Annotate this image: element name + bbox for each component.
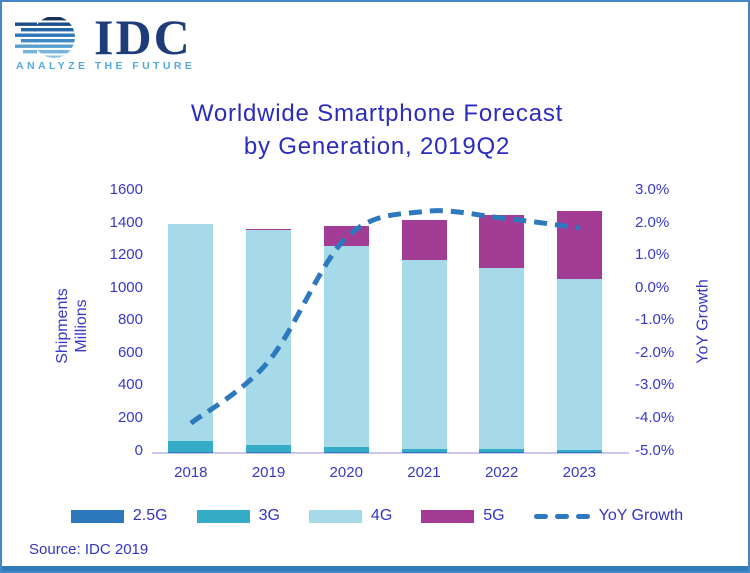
legend-dash (533, 513, 548, 519)
legend-label: YoY Growth (598, 507, 684, 524)
legend-item-yoy-growth: YoY Growth (533, 507, 684, 525)
left-axis-tick-label: 400 (117, 376, 143, 394)
left-axis-tick-label: 1600 (109, 181, 143, 198)
legend-dashed-line-icon (533, 513, 590, 519)
right-axis-tick-label: -1.0% (635, 311, 675, 329)
left-axis-tick-label: 600 (117, 343, 143, 361)
x-axis-category-label: 2022 (484, 464, 519, 481)
legend-dash (554, 513, 569, 519)
bar-segment-2.5g (168, 451, 214, 453)
bar-segment-4g (401, 260, 447, 449)
chart-legend: 2.5G 3G 4G 5G YoY Growth (2, 502, 748, 530)
left-axis-tick-label: 1400 (109, 213, 143, 231)
legend-swatch-icon (70, 509, 124, 523)
bar-segment-5g (479, 215, 525, 269)
x-axis-category-label: 2020 (329, 464, 363, 481)
bar-segment-5g (556, 210, 602, 279)
x-axis-category-label: 2021 (407, 464, 441, 481)
bar-segment-4g (479, 268, 525, 450)
bar-segment-3g (556, 450, 602, 453)
right-axis-tick-label: 2.0% (635, 213, 670, 231)
right-axis-tick-label: -2.0% (635, 343, 675, 361)
left-axis-tick-label: 1200 (109, 246, 143, 264)
chart-title-line2: by Generation, 2019Q2 (243, 133, 511, 160)
bar-segment-4g (168, 223, 214, 441)
stacked-bar (323, 225, 369, 453)
left-axis-tick-label: 800 (117, 311, 143, 329)
x-axis-category-label: 2019 (251, 464, 286, 481)
bottom-accent-strip (2, 566, 748, 571)
logo-tagline: ANALYZE THE FUTURE (16, 60, 196, 72)
right-axis-tick-label: 1.0% (635, 246, 670, 264)
stacked-bar (479, 215, 525, 453)
bar-segment-3g (168, 440, 214, 452)
legend-label: 2.5G (132, 507, 168, 524)
chart-title-line1: Worldwide Smartphone Forecast (190, 100, 564, 127)
idc-globe-icon (15, 17, 75, 58)
bar-segment-4g (323, 245, 369, 447)
source-note: Source: IDC 2019 (29, 541, 149, 558)
bar-segment-4g (556, 278, 602, 450)
yoy-growth-line (189, 208, 580, 426)
bar-segment-3g (479, 449, 525, 453)
bar-segment-3g (401, 448, 447, 453)
yoy-growth-path (189, 208, 580, 426)
x-axis-baseline (152, 451, 629, 454)
right-axis-tick-label: -3.0% (635, 376, 675, 394)
legend-item-4g: 4G (308, 507, 393, 525)
left-axis-tick-label: 1000 (109, 278, 143, 296)
right-axis-tick-label: 0.0% (635, 278, 670, 296)
stacked-bar (168, 223, 214, 453)
legend-label: 5G (483, 507, 505, 524)
x-axis-category-label: 2023 (562, 464, 597, 481)
right-axis-tick-label: -5.0% (635, 441, 675, 459)
legend-dash (575, 513, 590, 519)
legend-item-3g: 3G (196, 507, 280, 525)
legend-swatch-icon (421, 509, 475, 523)
plot-area: 1600 3.0% 1400 2.0% 1200 1.0% 1000 0.0% 800 -1.0%… (2, 2, 748, 502)
right-axis-tick-label: -4.0% (635, 408, 675, 426)
bar-segment-3g (323, 446, 369, 453)
legend-item-2-5g: 2.5G (70, 507, 168, 525)
x-axis-category-label: 2018 (174, 464, 208, 481)
right-axis-tick-label: 3.0% (635, 181, 670, 198)
left-axis-tick-label: 0 (134, 441, 143, 459)
stacked-bar (401, 220, 447, 453)
legend-swatch-icon (196, 509, 250, 523)
left-axis-tick-label: 200 (117, 408, 143, 426)
legend-label: 3G (258, 507, 280, 524)
idc-logo: IDC ANALYZE THE FUTURE (14, 10, 244, 74)
stacked-bar (556, 210, 602, 453)
bar-segment-5g (401, 220, 447, 261)
legend-swatch-icon (308, 509, 362, 523)
bar-segment-3g (246, 444, 291, 452)
stacked-bar (246, 229, 291, 453)
bar-segment-5g (246, 229, 291, 231)
logo-text: IDC (94, 9, 192, 65)
legend-item-5g: 5G (421, 507, 505, 525)
legend-label: 4G (370, 507, 393, 524)
